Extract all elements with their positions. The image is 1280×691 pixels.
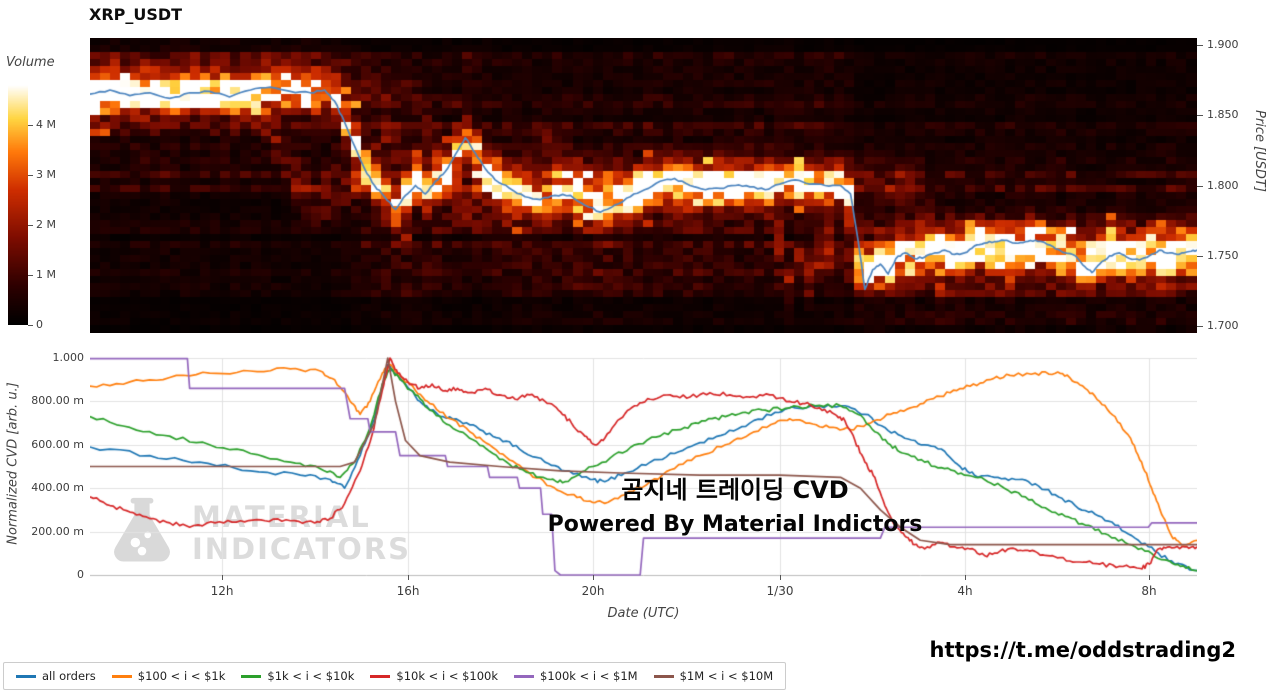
tick-mark	[1197, 45, 1203, 46]
legend-item-10k-100k: $10k < i < $100k	[370, 669, 498, 683]
legend-swatch-icon	[111, 674, 132, 678]
tick-label: 1.750	[1207, 249, 1239, 262]
legend-item-1k-10k: $1k < i < $10k	[241, 669, 354, 683]
telegram-link[interactable]: https://t.me/oddstrading2	[929, 638, 1237, 662]
tick-mark	[28, 325, 33, 326]
tick-mark	[1197, 186, 1203, 187]
watermark-korean-title: 곰지네 트레이딩 CVD	[621, 476, 849, 504]
tick-label: 800.00 m	[31, 394, 84, 407]
volume-colorbar-label: Volume	[6, 55, 55, 70]
tick-mark	[28, 175, 33, 176]
tick-label: 4h	[957, 584, 973, 598]
volume-colorbar	[8, 85, 28, 325]
legend-swatch-icon	[370, 674, 391, 678]
tick-mark	[1197, 256, 1203, 257]
tick-mark	[780, 575, 781, 580]
tick-label: 2 M	[36, 218, 56, 231]
legend-item-label: all orders	[42, 669, 96, 683]
tick-label: 3 M	[36, 168, 56, 181]
legend-item-label: $1M < i < $10M	[679, 669, 774, 683]
tick-label: 0	[77, 568, 84, 581]
legend-swatch-icon	[241, 674, 262, 678]
tick-mark	[1149, 575, 1150, 580]
tick-label: 1 M	[36, 268, 56, 281]
tick-mark	[1197, 115, 1203, 116]
price-volume-heatmap-canvas	[90, 38, 1197, 333]
tick-mark	[593, 575, 594, 580]
x-axis-label: Date (UTC)	[607, 606, 680, 621]
price-axis-label: Price [USDT]	[1252, 110, 1267, 192]
cvd-chart-canvas	[90, 353, 1197, 579]
tick-mark	[28, 125, 33, 126]
tick-label: 12h	[210, 584, 234, 598]
tick-mark	[1197, 326, 1203, 327]
legend-swatch-icon	[653, 674, 674, 678]
tick-label: 1.850	[1207, 108, 1239, 121]
legend-item-100-1k: $100 < i < $1k	[111, 669, 226, 683]
legend-item-label: $1k < i < $10k	[267, 669, 355, 683]
tick-mark	[222, 575, 223, 580]
legend-swatch-icon	[514, 674, 535, 678]
tick-mark	[28, 275, 33, 276]
tick-label: 8h	[1141, 584, 1157, 598]
tick-label: 400.00 m	[31, 481, 84, 494]
legend-item-100k-1m: $100k < i < $1M	[514, 669, 638, 683]
legend-item-1m-10m: $1M < i < $10M	[653, 669, 774, 683]
tick-label: 1.000	[52, 351, 85, 364]
legend-swatch-icon	[16, 674, 36, 678]
tick-label: 1.800	[1207, 179, 1239, 192]
legend-item-label: $100k < i < $1M	[540, 669, 638, 683]
page-title: XRP_USDT	[89, 5, 183, 24]
tick-label: 1.900	[1207, 38, 1239, 51]
tick-label: 1.700	[1207, 319, 1239, 332]
series-legend: all orders $100 < i < $1k $1k < i < $10k…	[3, 662, 787, 690]
tick-label: 600.00 m	[31, 438, 84, 451]
tick-label: 1/30	[766, 584, 794, 598]
legend-item-all-orders: all orders	[16, 669, 96, 683]
tick-label: 20h	[581, 584, 605, 598]
tick-mark	[408, 575, 409, 580]
channel-watermark: 곰지네 트레이딩 CVD Powered By Material Indicto…	[420, 470, 1050, 537]
legend-item-label: $100 < i < $1k	[137, 669, 226, 683]
watermark-powered-by: Powered By Material Indictors	[547, 512, 923, 537]
tick-label: 4 M	[36, 118, 56, 131]
tick-label: 0	[36, 318, 43, 331]
tick-mark	[965, 575, 966, 580]
legend-item-label: $10k < i < $100k	[396, 669, 499, 683]
tick-label: 16h	[396, 584, 420, 598]
tick-label: 200.00 m	[31, 525, 84, 538]
tick-mark	[28, 225, 33, 226]
